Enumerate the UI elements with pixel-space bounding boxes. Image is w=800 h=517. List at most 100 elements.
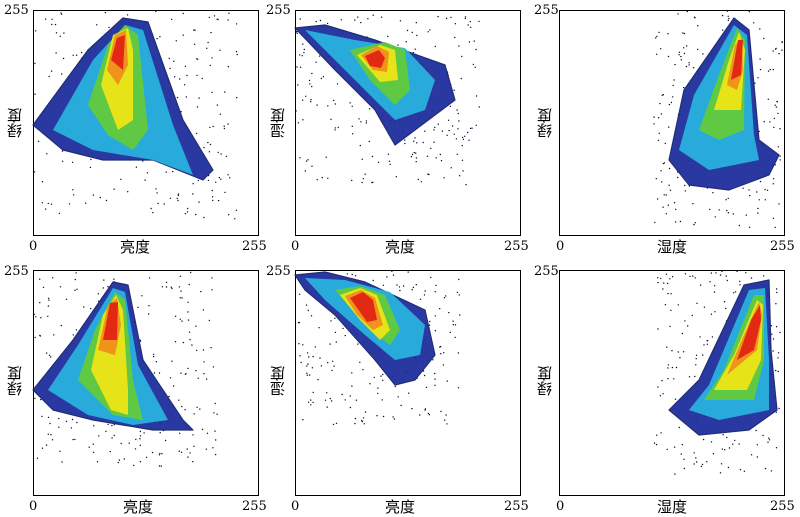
sparse-point [58,417,60,420]
sparse-point [449,331,451,334]
sparse-point [152,353,155,356]
sparse-point [139,438,141,440]
sparse-point [672,84,674,87]
sparse-point [85,202,87,204]
sparse-point [464,17,466,20]
sparse-point [322,76,325,78]
sparse-point [359,361,361,363]
sparse-point [227,66,230,68]
sparse-point [305,160,308,162]
sparse-point [337,126,339,129]
sparse-point [763,121,765,123]
sparse-point [220,178,222,180]
sparse-point [412,286,415,289]
sparse-point [664,142,666,145]
sparse-point [35,316,37,318]
sparse-point [757,212,759,214]
sparse-point [714,216,716,218]
sparse-point [722,434,724,436]
sparse-point [381,399,383,401]
y-tick-max: 255 [534,3,559,18]
sparse-point [683,458,685,460]
sparse-point [664,304,667,306]
sparse-point [88,446,90,448]
sparse-point [105,199,108,202]
x-tick-max: 255 [504,499,529,514]
sparse-point [706,461,708,463]
sparse-point [320,77,323,80]
sparse-point [710,272,713,274]
sparse-point [205,448,207,450]
sparse-point [50,203,53,205]
sparse-point [748,189,750,191]
density-red [737,305,761,360]
sparse-point [224,191,226,194]
sparse-point [299,18,301,20]
sparse-point [212,199,214,202]
density-red [350,292,377,322]
sparse-point [165,281,168,284]
y-axis-label: 绿度 [6,108,24,138]
sparse-point [775,369,777,372]
sparse-point [439,308,441,310]
sparse-point [196,74,198,77]
density-scatter [32,271,218,467]
density-red [365,50,385,68]
sparse-point [720,463,723,465]
sparse-point [673,79,675,81]
sparse-point [215,181,217,183]
sparse-point [65,298,68,300]
sparse-point [415,161,417,163]
sparse-point [371,155,374,158]
sparse-point [335,422,338,424]
sparse-point [354,417,357,420]
sparse-point [688,62,690,64]
sparse-point [446,134,448,136]
x-tick-min: 0 [291,499,300,514]
sparse-point [428,414,430,416]
sparse-point [72,438,74,441]
sparse-point [72,189,74,191]
sparse-point [335,341,337,343]
sparse-point [192,434,194,436]
sparse-point [754,82,756,84]
sparse-point [406,29,409,32]
sparse-point [102,287,104,289]
sparse-point [728,17,730,20]
sparse-point [683,52,686,55]
sparse-point [772,183,774,185]
sparse-point [71,418,74,421]
sparse-point [728,447,731,449]
sparse-point [434,126,436,129]
sparse-point [417,178,419,181]
sparse-point [461,136,464,139]
sparse-point [457,387,460,389]
sparse-point [158,454,161,456]
sparse-point [776,100,778,103]
sparse-point [671,366,674,369]
panel-5: 255 0 255 湿度 亮度 [265,258,530,517]
sparse-point [667,367,669,369]
sparse-point [164,439,167,442]
sparse-point [458,45,460,47]
sparse-point [193,413,195,415]
sparse-point [324,399,327,401]
sparse-point [659,102,661,105]
sparse-point [661,94,663,96]
sparse-point [774,226,776,229]
sparse-point [692,203,694,205]
sparse-point [192,193,194,195]
sparse-point [74,278,76,281]
sparse-point [135,166,138,168]
sparse-point [209,64,211,67]
sparse-point [105,430,107,433]
sparse-point [688,64,690,66]
density-red [103,302,118,340]
sparse-point [159,36,161,38]
sparse-point [469,20,471,23]
sparse-point [671,350,673,352]
sparse-point [772,350,774,352]
sparse-point [171,360,173,362]
sparse-point [174,341,177,343]
sparse-point [44,18,47,20]
